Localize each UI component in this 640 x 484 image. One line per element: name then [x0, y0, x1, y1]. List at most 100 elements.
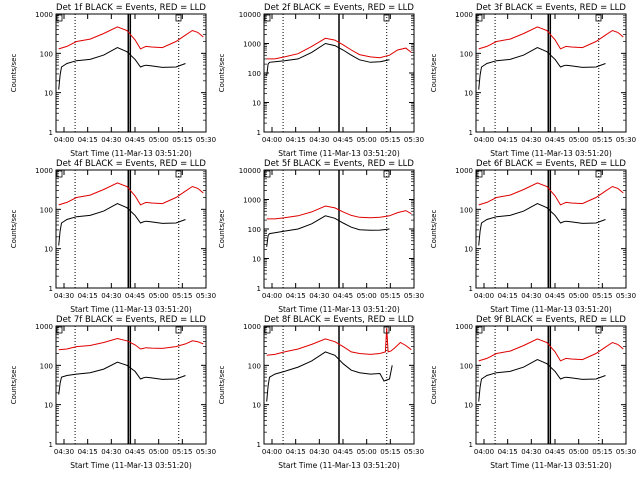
corner-box-left — [56, 326, 63, 334]
corner-box-right — [595, 14, 602, 22]
corner-box-right — [383, 170, 390, 178]
panel-title: Det 1f BLACK = Events, RED = LLD — [56, 3, 206, 13]
y-tick-label: 1 — [49, 129, 53, 137]
y-tick-label: 1 — [49, 441, 53, 449]
x-tick-label: 04:45 — [333, 292, 353, 300]
x-tick-label: 05:15 — [380, 292, 400, 300]
x-tick-label: 04:30 — [101, 136, 121, 144]
x-tick-label: 05:30 — [196, 448, 216, 456]
corner-box-left — [264, 170, 271, 178]
corner-box-left — [56, 14, 63, 22]
panel-title: Det 9f BLACK = Events, RED = LLD — [476, 315, 626, 325]
x-tick-label: 05:00 — [569, 292, 589, 300]
y-tick-label: 10 — [44, 402, 53, 410]
y-tick-label: 1000 — [455, 167, 473, 175]
x-tick-label: 04:00 — [474, 292, 494, 300]
series-lld-line — [266, 37, 412, 60]
x-tick-label: 04:45 — [545, 448, 565, 456]
panel-title: Det 2f BLACK = Events, RED = LLD — [264, 3, 414, 13]
x-tick-label: 04:30 — [54, 292, 74, 300]
x-tick-label: 05:30 — [196, 136, 216, 144]
y-tick-label: 1000 — [455, 323, 473, 331]
y-tick-label: 1 — [257, 129, 261, 137]
y-tick-label: 1000 — [455, 11, 473, 19]
y-tick-label: 100 — [40, 50, 53, 58]
x-tick-label: 04:45 — [545, 292, 565, 300]
x-tick-label: 04:15 — [498, 448, 518, 456]
corner-box-right — [175, 170, 182, 178]
x-tick-label: 04:15 — [286, 292, 306, 300]
y-tick-label: 1000 — [243, 41, 261, 49]
y-tick-label: 100 — [40, 362, 53, 370]
y-tick-label: 10000 — [239, 167, 261, 175]
x-tick-label: 04:45 — [333, 136, 353, 144]
x-tick-label: 04:15 — [286, 136, 306, 144]
y-tick-label: 10 — [252, 402, 261, 410]
y-tick-label: 1000 — [35, 11, 53, 19]
y-axis-label: Counts/sec — [430, 54, 438, 93]
x-axis-label: Start Time (11-Mar-13 03:51:20) — [490, 149, 612, 158]
x-tick-label: 05:15 — [172, 292, 192, 300]
x-tick-label: 04:00 — [262, 448, 282, 456]
y-axis-label: Counts/sec — [10, 210, 18, 249]
y-tick-label: 1000 — [243, 197, 261, 205]
plot-frame — [263, 325, 415, 445]
panel-9: Det 9f BLACK = Events, RED = LLD Counts/s… — [430, 315, 636, 470]
plot-area — [266, 326, 412, 444]
y-tick-label: 1000 — [35, 167, 53, 175]
series-events-line — [58, 47, 186, 90]
panel-title: Det 8f BLACK = Events, RED = LLD — [264, 315, 414, 325]
y-tick-label: 10 — [464, 246, 473, 254]
series-events-line — [266, 215, 390, 247]
panel-title: Det 4f BLACK = Events, RED = LLD — [56, 159, 206, 169]
y-tick-label: 10 — [464, 90, 473, 98]
x-axis-label: Start Time (11-Mar-13 03:51:20) — [490, 305, 612, 314]
x-tick-label: 04:45 — [125, 448, 145, 456]
x-tick-label: 05:00 — [357, 448, 377, 456]
y-tick-label: 1000 — [243, 323, 261, 331]
x-axis-label: Start Time (11-Mar-13 03:51:20) — [70, 305, 192, 314]
x-tick-label: 04:00 — [474, 448, 494, 456]
corner-box-right — [383, 14, 390, 22]
plot-frame — [263, 13, 415, 133]
y-tick-label: 10 — [252, 100, 261, 108]
y-tick-label: 10 — [44, 90, 53, 98]
corner-box-right — [595, 170, 602, 178]
x-axis-label: Start Time (11-Mar-13 03:51:20) — [278, 461, 400, 470]
panel-title: Det 6f BLACK = Events, RED = LLD — [476, 159, 626, 169]
y-tick-label: 10 — [464, 402, 473, 410]
x-tick-label: 05:15 — [380, 136, 400, 144]
y-tick-label: 100 — [248, 70, 261, 78]
panel-1: Det 1f BLACK = Events, RED = LLD Counts/s… — [10, 3, 216, 158]
x-tick-label: 05:15 — [592, 292, 612, 300]
panel-8: Det 8f BLACK = Events, RED = LLD Counts/s… — [218, 315, 424, 470]
x-tick-label: 05:30 — [404, 136, 424, 144]
x-tick-label: 05:30 — [616, 448, 636, 456]
x-tick-label: 04:15 — [78, 136, 98, 144]
y-tick-label: 1000 — [35, 323, 53, 331]
y-tick-label: 1 — [257, 441, 261, 449]
series-lld-line — [266, 327, 412, 356]
x-tick-label: 05:00 — [569, 136, 589, 144]
corner-box-left — [476, 326, 483, 334]
x-tick-label: 05:15 — [172, 136, 192, 144]
x-tick-label: 05:30 — [404, 292, 424, 300]
y-axis-label: Counts/sec — [10, 54, 18, 93]
y-axis-label: Counts/sec — [430, 366, 438, 405]
series-lld-line — [478, 182, 624, 206]
corner-box-right — [175, 326, 182, 334]
x-tick-label: 04:30 — [309, 448, 329, 456]
plot-area — [266, 170, 412, 288]
y-tick-label: 1 — [49, 285, 53, 293]
y-tick-label: 100 — [248, 362, 261, 370]
plot-area — [478, 326, 624, 444]
y-tick-label: 100 — [460, 206, 473, 214]
corner-box-left — [476, 14, 483, 22]
series-events-line — [266, 351, 393, 402]
corner-box-left — [56, 170, 63, 178]
x-axis-label: Start Time (11-Mar-13 03:51:20) — [70, 149, 192, 158]
corner-box-left — [476, 170, 483, 178]
plot-area — [478, 170, 624, 288]
